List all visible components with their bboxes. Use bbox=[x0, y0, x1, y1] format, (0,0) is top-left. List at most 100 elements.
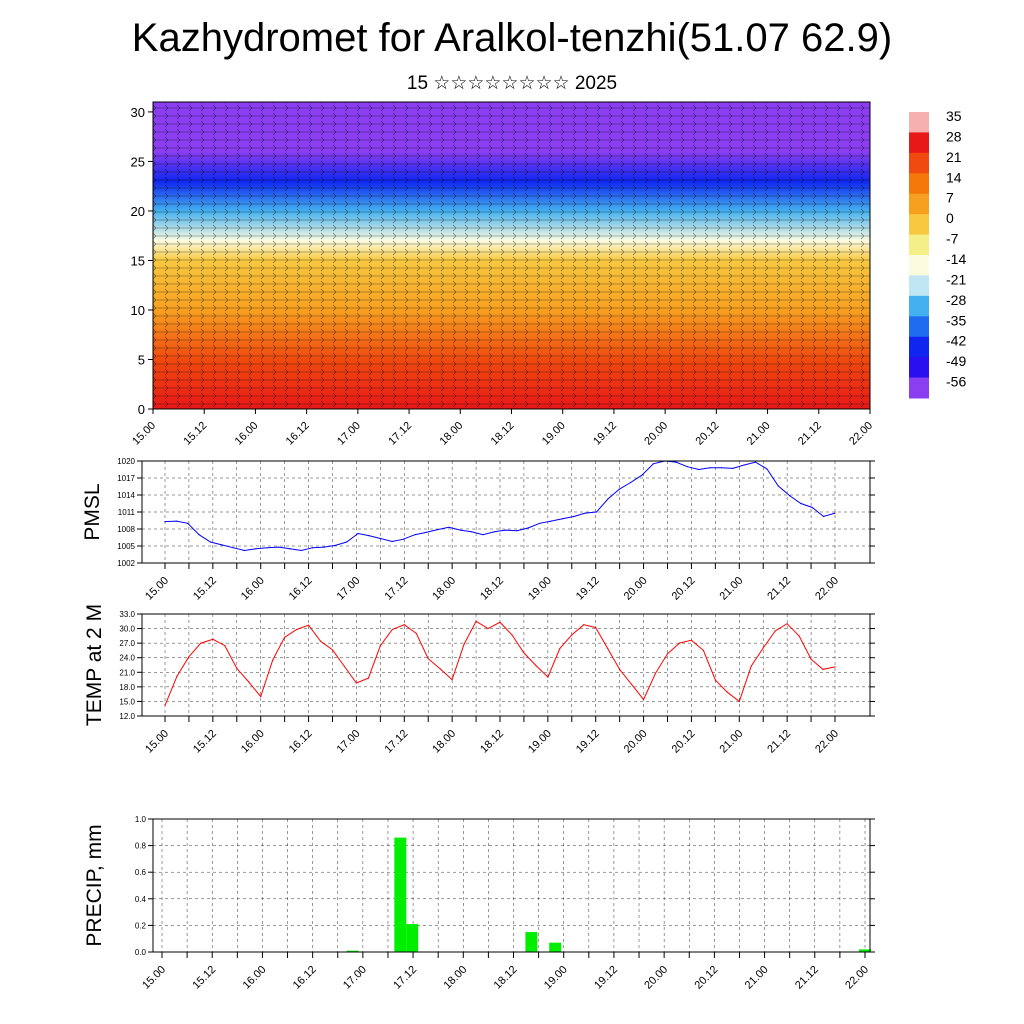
temperature-cross-section: 0 5 10 15 20 25 30 15.00 15.12 16.00 16.12 17.00 17.… bbox=[130, 101, 875, 448]
x-tick-label: 18.00 bbox=[430, 575, 458, 603]
colorbar-label: -35 bbox=[946, 312, 966, 328]
x-tick-label: 16.00 bbox=[239, 575, 267, 603]
x-tick-label: 15.12 bbox=[191, 575, 219, 603]
y-tick-label: 1017 bbox=[117, 474, 135, 483]
data-point bbox=[535, 664, 537, 667]
x-tick-label: 18.00 bbox=[441, 964, 469, 992]
y-tick-label: 1011 bbox=[118, 508, 136, 517]
x-tick-label: 19.00 bbox=[540, 420, 568, 448]
x-tick-label: 16.00 bbox=[239, 728, 267, 756]
data-point bbox=[499, 621, 501, 623]
data-point bbox=[726, 691, 728, 693]
wind-barbs-overlay bbox=[153, 102, 870, 409]
data-point bbox=[312, 547, 314, 549]
y-tick-label: 15 bbox=[131, 253, 145, 268]
x-tick-label: 17.12 bbox=[391, 964, 419, 992]
y-tick-label: 0.0 bbox=[135, 948, 147, 957]
x-tick-label: 22.00 bbox=[847, 420, 875, 448]
y-tick-label: 1002 bbox=[117, 559, 135, 568]
x-tick-label: 18.00 bbox=[437, 420, 465, 448]
data-point bbox=[334, 544, 336, 547]
data-point bbox=[448, 526, 450, 528]
chart-title: Kazhydromet for Aralkol-tenzhi(51.07 62.… bbox=[131, 16, 893, 60]
data-point bbox=[561, 518, 564, 520]
data-point bbox=[822, 668, 824, 670]
data-point bbox=[475, 620, 477, 622]
data-point bbox=[471, 531, 473, 533]
data-point bbox=[266, 547, 268, 549]
data-point bbox=[391, 628, 393, 631]
data-point bbox=[284, 636, 286, 638]
data-point bbox=[743, 464, 745, 466]
y-tick-label: 1014 bbox=[117, 491, 135, 500]
x-tick-label: 15.00 bbox=[143, 575, 171, 603]
colorbar-swatch bbox=[909, 357, 929, 379]
data-point bbox=[367, 677, 369, 679]
y-tick-label: 0.6 bbox=[135, 868, 147, 877]
data-point bbox=[607, 498, 609, 500]
precip-bar bbox=[346, 950, 359, 952]
x-tick-label: 20.00 bbox=[642, 964, 670, 992]
data-point bbox=[788, 494, 791, 497]
y-tick-label: 0.8 bbox=[135, 842, 147, 851]
x-tick-label: 20.12 bbox=[670, 575, 698, 603]
y-tick-label: 24.0 bbox=[119, 654, 135, 663]
data-point bbox=[666, 653, 669, 655]
colorbar-swatch bbox=[909, 255, 929, 276]
data-point bbox=[732, 467, 734, 469]
precip-bar bbox=[859, 949, 871, 952]
data-point bbox=[343, 665, 346, 668]
colorbar: 35 28 21 14 7 0 -7 -14 -21 -28 -35 -42 -49 -56 bbox=[909, 108, 966, 399]
data-point bbox=[296, 628, 298, 631]
x-tick-label: 19.12 bbox=[574, 728, 602, 756]
x-tick-label: 21.00 bbox=[717, 728, 745, 756]
data-point bbox=[414, 534, 416, 536]
x-tick-label: 20.12 bbox=[670, 728, 698, 756]
data-point bbox=[307, 624, 310, 626]
y-tick-label: 15.0 bbox=[119, 697, 135, 706]
data-point bbox=[323, 546, 325, 548]
y-tick-label: 18.0 bbox=[119, 683, 135, 692]
data-point bbox=[834, 512, 836, 514]
x-tick-label: 20.00 bbox=[642, 420, 670, 448]
precip-bar bbox=[549, 942, 562, 952]
data-point bbox=[720, 467, 723, 469]
x-tick-label: 17.00 bbox=[335, 420, 363, 448]
colorbar-label: -14 bbox=[946, 251, 966, 267]
y-tick-label: 1.0 bbox=[135, 815, 147, 824]
data-point bbox=[164, 704, 166, 706]
data-point bbox=[629, 481, 632, 484]
panel-frame bbox=[152, 818, 871, 953]
colorbar-swatch bbox=[909, 316, 929, 338]
x-tick-label: 20.00 bbox=[622, 575, 650, 603]
x-tick-label: 15.00 bbox=[130, 420, 158, 448]
x-tick-label: 20.12 bbox=[693, 964, 721, 992]
x-tick-label: 16.00 bbox=[233, 420, 261, 448]
x-tick-label: 15.12 bbox=[181, 420, 209, 448]
data-point bbox=[380, 538, 382, 540]
x-tick-label: 17.12 bbox=[382, 728, 410, 756]
data-point bbox=[631, 683, 633, 686]
x-tick-label: 21.12 bbox=[793, 964, 821, 992]
data-point bbox=[834, 666, 836, 668]
data-point bbox=[505, 529, 507, 531]
y-tick-label: 20 bbox=[131, 204, 145, 219]
data-point bbox=[331, 649, 334, 651]
x-tick-label: 18.12 bbox=[489, 420, 517, 448]
data-point bbox=[641, 474, 643, 476]
x-tick-label: 21.00 bbox=[745, 420, 773, 448]
data-point bbox=[584, 512, 586, 514]
data-point bbox=[583, 624, 585, 626]
data-point bbox=[463, 643, 465, 645]
x-tick-label: 18.12 bbox=[478, 728, 506, 756]
x-tick-label: 19.00 bbox=[526, 728, 554, 756]
y-tick-label: 1020 bbox=[117, 457, 135, 466]
data-point bbox=[777, 485, 779, 487]
colorbar-swatch bbox=[909, 193, 929, 215]
data-point bbox=[187, 522, 189, 524]
data-point bbox=[439, 668, 441, 670]
colorbar-label: -56 bbox=[946, 374, 966, 390]
colorbar-swatch bbox=[909, 214, 929, 236]
colorbar-label: 0 bbox=[946, 210, 954, 226]
